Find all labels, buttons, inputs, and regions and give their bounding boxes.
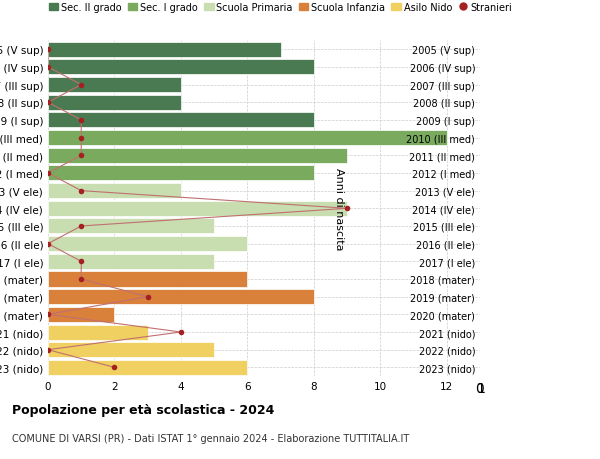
Legend: Sec. II grado, Sec. I grado, Scuola Primaria, Scuola Infanzia, Asilo Nido, Stran: Sec. II grado, Sec. I grado, Scuola Prim… [49,3,512,12]
Bar [48,202,347,216]
Point [143,293,152,301]
Point [342,205,352,213]
Bar [48,184,181,199]
Bar [48,95,181,111]
Bar [48,219,214,234]
Point [76,188,86,195]
Point [43,46,53,54]
Point [76,223,86,230]
Bar [48,60,314,75]
Point [43,311,53,319]
Point [76,152,86,160]
Bar [48,43,281,58]
Point [43,346,53,353]
Point [76,117,86,124]
Bar [48,325,148,340]
Point [43,170,53,177]
Bar [48,290,314,304]
Text: Popolazione per età scolastica - 2024: Popolazione per età scolastica - 2024 [12,403,274,416]
Point [43,99,53,106]
Bar [48,237,247,252]
Bar [48,360,247,375]
Text: COMUNE DI VARSI (PR) - Dati ISTAT 1° gennaio 2024 - Elaborazione TUTTITALIA.IT: COMUNE DI VARSI (PR) - Dati ISTAT 1° gen… [12,433,409,442]
Bar [48,272,247,287]
Bar [48,78,181,93]
Bar [48,254,214,269]
Bar [48,342,214,358]
Point [76,276,86,283]
Bar [48,307,115,322]
Point [43,241,53,248]
Point [76,258,86,265]
Point [76,134,86,142]
Bar [48,131,447,146]
Bar [48,148,347,163]
Point [110,364,119,371]
Point [43,64,53,72]
Bar [48,113,314,128]
Y-axis label: Anni di nascita: Anni di nascita [334,168,344,250]
Bar [48,166,314,181]
Point [76,82,86,89]
Point [176,329,186,336]
